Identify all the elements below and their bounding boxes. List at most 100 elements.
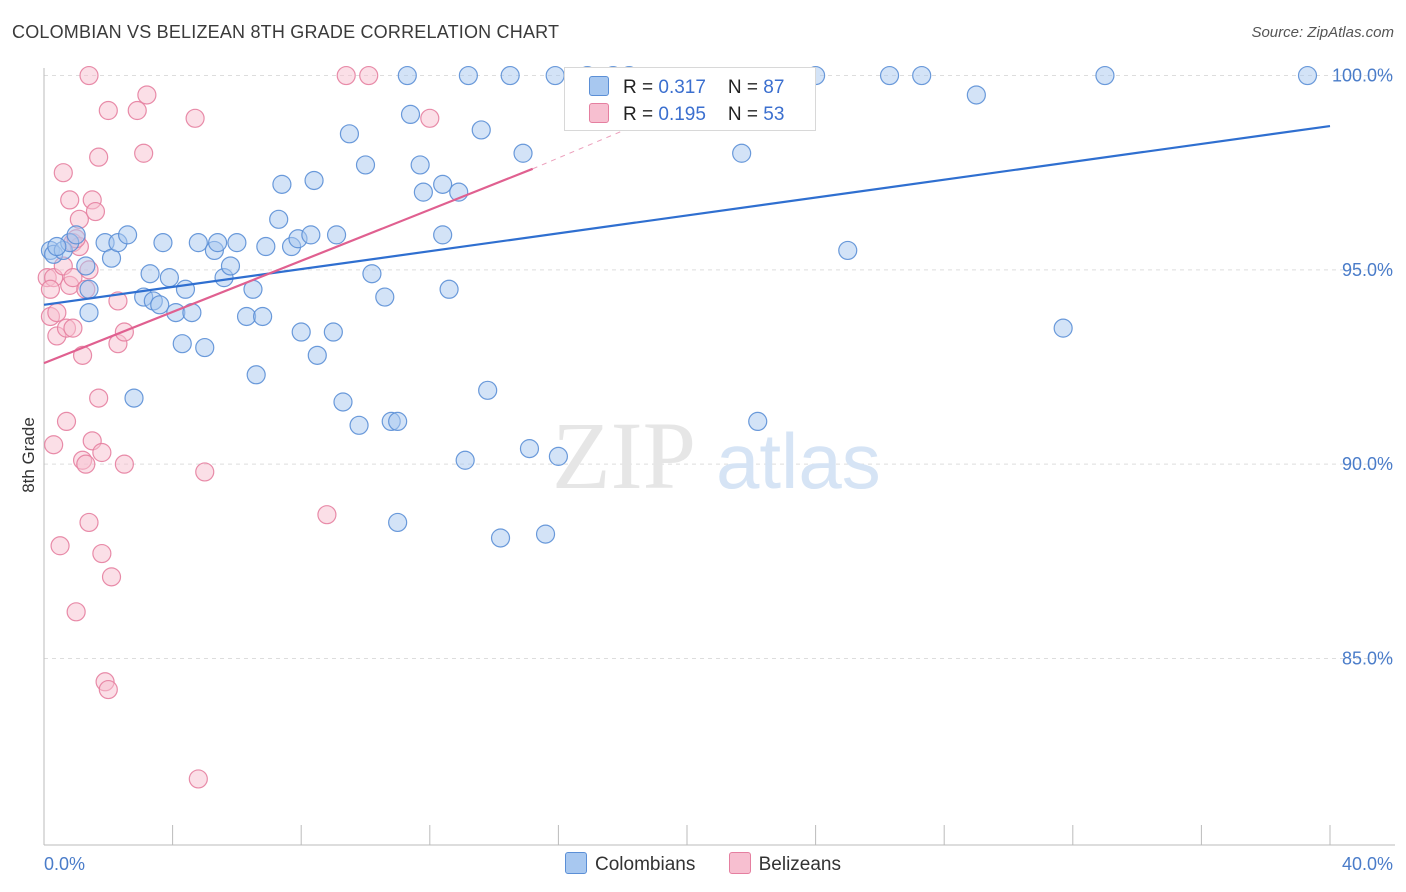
colombian-point	[227, 233, 247, 253]
colombian-point	[236, 306, 257, 327]
colombian-point	[410, 155, 430, 175]
belizean-point	[420, 108, 440, 128]
colombian-point	[208, 233, 228, 253]
belizean-point	[53, 163, 73, 183]
legend-n-label: N =	[727, 104, 764, 125]
colombian-point	[301, 225, 321, 245]
belizean-point	[359, 65, 379, 86]
belizean-point	[92, 543, 112, 564]
colombian-point	[455, 450, 475, 470]
axes	[43, 68, 1395, 846]
belizean-point	[44, 435, 64, 455]
colombian-point	[388, 411, 408, 432]
colombian-point	[76, 256, 96, 276]
colombian-point	[79, 302, 99, 323]
colombians-trend-line	[43, 124, 1331, 306]
colombian-point	[362, 264, 382, 284]
colombian-point	[333, 392, 353, 412]
colombian-point	[175, 279, 196, 299]
colombian-point	[912, 65, 932, 86]
colombian-point	[117, 225, 138, 245]
chart-source: Source: ZipAtlas.com	[1251, 24, 1394, 41]
belizean-point	[76, 454, 96, 474]
legend-r-value: 0.195	[658, 104, 706, 125]
legend-swatch-pink	[589, 103, 609, 123]
belizean-point	[127, 100, 147, 121]
colombian-point	[150, 295, 170, 315]
colombian-point	[400, 104, 421, 125]
colombian-point	[188, 233, 208, 253]
legend-item-colombians: Colombians	[565, 852, 695, 876]
legend-swatch-blue	[589, 76, 609, 96]
belizeans-points	[37, 65, 440, 789]
colombian-point	[349, 415, 369, 435]
colombian-point	[140, 264, 160, 284]
colombian-point	[838, 240, 858, 261]
colombian-point	[535, 524, 556, 544]
legend-item-belizeans: Belizeans	[728, 852, 841, 876]
y-tick-label: 95.0%	[1342, 260, 1393, 280]
y-tick-label: 100.0%	[1332, 66, 1393, 86]
colombian-point	[879, 65, 900, 86]
colombian-point	[355, 155, 376, 175]
colombian-point	[519, 439, 540, 459]
colombian-point	[66, 225, 86, 245]
belizean-point	[66, 602, 86, 622]
belizean-point	[56, 411, 77, 432]
colombian-point	[256, 236, 276, 257]
colombian-point	[513, 143, 533, 163]
belizean-point	[47, 302, 67, 323]
watermark-zip: ZIP	[552, 402, 696, 509]
colombian-point	[269, 209, 289, 229]
colombian-point	[500, 65, 520, 86]
colombian-point	[966, 85, 986, 105]
belizean-point	[195, 462, 215, 482]
colombian-point	[220, 256, 241, 276]
belizean-point	[185, 108, 205, 128]
colombian-point	[548, 446, 569, 466]
colombians-swatch	[565, 852, 587, 874]
colombian-point	[124, 388, 144, 408]
belizeans-trend-line	[43, 167, 534, 365]
colombian-point	[79, 279, 99, 299]
colombian-point	[339, 124, 360, 144]
belizean-point	[63, 318, 83, 338]
colombian-point	[1095, 65, 1115, 86]
colombian-point	[291, 322, 311, 342]
correlation-legend: R = 0.317 N = 87 R = 0.195 N = 53	[564, 67, 816, 131]
colombian-point	[748, 411, 768, 432]
colombian-point	[153, 233, 173, 253]
belizean-point	[92, 442, 112, 463]
belizean-point	[114, 454, 134, 474]
y-tick-label: 90.0%	[1342, 454, 1393, 474]
colombian-point	[172, 334, 192, 354]
colombian-point	[471, 120, 491, 140]
colombian-point	[1297, 65, 1318, 86]
colombian-point	[272, 174, 292, 194]
chart-title: COLOMBIAN VS BELIZEAN 8TH GRADE CORRELAT…	[12, 22, 560, 42]
colombian-point	[307, 345, 327, 365]
belizean-point	[89, 388, 109, 408]
colombian-point	[253, 306, 273, 327]
belizean-point	[98, 100, 118, 121]
colombian-point	[478, 380, 498, 400]
legend-n-label: N =	[727, 77, 764, 98]
series-legend: Colombians Belizeans	[0, 852, 1406, 876]
legend-row-colombians: R = 0.317 N = 87	[589, 76, 784, 102]
belizean-point	[85, 201, 106, 222]
colombian-point	[439, 279, 459, 299]
belizean-point	[101, 567, 122, 587]
colombian-point	[326, 225, 347, 245]
belizean-point	[79, 65, 99, 86]
colombians-label: Colombians	[595, 854, 696, 875]
colombian-point	[246, 365, 266, 385]
legend-r-label: R =	[623, 104, 659, 125]
belizean-point	[108, 291, 128, 311]
legend-row-belizeans: R = 0.195 N = 53	[589, 103, 784, 129]
colombian-point	[433, 225, 453, 245]
colombian-point	[195, 337, 215, 358]
legend-n-value: 53	[763, 104, 785, 125]
belizean-point	[336, 65, 356, 86]
colombian-point	[159, 268, 179, 288]
